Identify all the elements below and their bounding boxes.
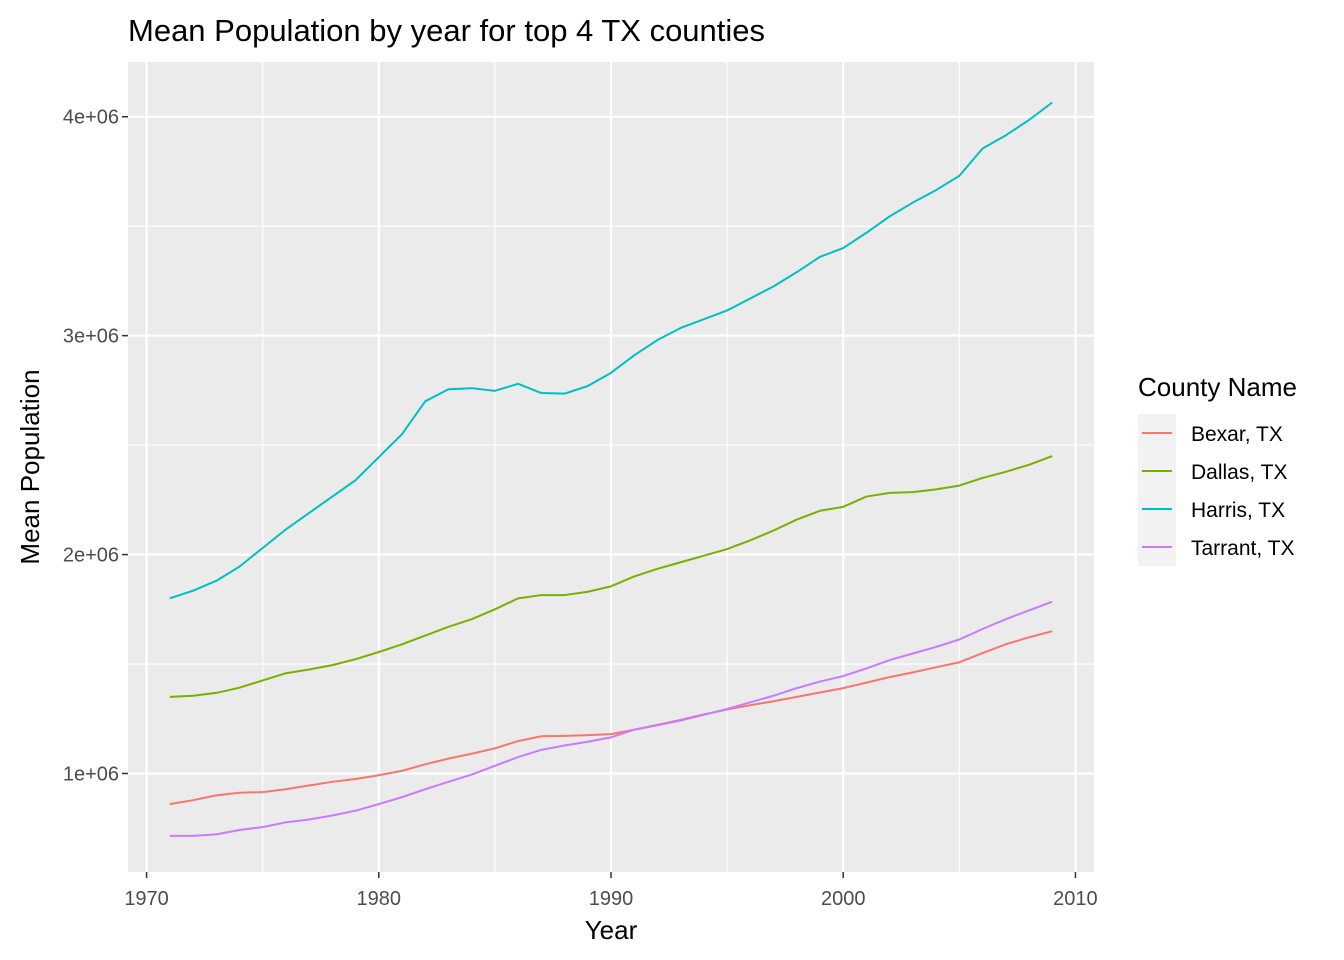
series-lines [169, 101, 1053, 837]
legend-label: Bexar, TX [1191, 423, 1283, 446]
x-tick-label: 2010 [1053, 888, 1098, 910]
x-tick-label: 1970 [124, 888, 169, 910]
y-axis: 1e+06 2e+06 3e+06 4e+06 [63, 107, 128, 785]
x-tick-label: 2000 [821, 888, 866, 910]
y-axis-title: Mean Population [15, 369, 45, 564]
y-tick-label: 2e+06 [63, 545, 119, 567]
legend-label: Dallas, TX [1191, 461, 1287, 484]
chart-title: Mean Population by year for top 4 TX cou… [128, 13, 765, 48]
y-tick-label: 3e+06 [63, 326, 119, 348]
y-tick-label: 4e+06 [63, 107, 119, 129]
series-line-dallas-tx [169, 455, 1053, 698]
y-tick-label: 1e+06 [63, 763, 119, 785]
series-line-harris-tx [169, 101, 1053, 600]
legend-label: Harris, TX [1191, 499, 1285, 522]
x-axis-title: Year [585, 915, 638, 945]
x-axis: 1970 1980 1990 2000 2010 [124, 872, 1098, 910]
x-tick-label: 1980 [357, 888, 402, 910]
series-line-tarrant-tx [169, 600, 1053, 837]
legend-items: Bexar, TX Dallas, TX Harris, TX Tarrant, TX [1138, 414, 1294, 566]
legend-label: Tarrant, TX [1191, 537, 1294, 560]
legend-title: County Name [1138, 372, 1297, 402]
x-tick-label: 1990 [589, 888, 634, 910]
legend: County Name Bexar, TX Dallas, TX Harris, T… [1138, 372, 1297, 566]
series-line-bexar-tx [169, 630, 1053, 806]
